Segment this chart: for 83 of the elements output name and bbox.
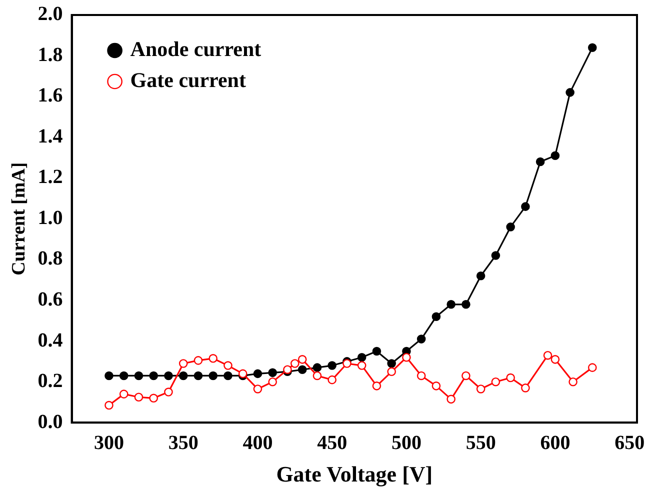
x-tick-label: 400 bbox=[242, 432, 273, 454]
x-tick-label: 650 bbox=[614, 432, 645, 454]
x-tick-label: 500 bbox=[391, 432, 422, 454]
point bbox=[149, 371, 158, 380]
y-tick-label: 0.0 bbox=[38, 410, 63, 433]
point bbox=[521, 202, 530, 211]
point bbox=[372, 382, 382, 390]
point bbox=[104, 371, 114, 380]
point bbox=[372, 346, 382, 356]
point bbox=[194, 356, 203, 365]
point bbox=[298, 355, 307, 364]
y-tick-label: 1.0 bbox=[38, 206, 63, 229]
point bbox=[416, 371, 426, 380]
y-tick-label: 0.6 bbox=[38, 288, 63, 310]
y-tick-label: 0.8 bbox=[38, 248, 63, 270]
point bbox=[164, 371, 173, 380]
point bbox=[446, 300, 456, 309]
point bbox=[476, 384, 486, 394]
point bbox=[462, 300, 470, 309]
point bbox=[290, 359, 300, 368]
point bbox=[491, 377, 500, 386]
legend-label: Gate current bbox=[130, 68, 246, 92]
point bbox=[387, 367, 396, 376]
point bbox=[268, 368, 277, 378]
point bbox=[521, 384, 530, 392]
point bbox=[253, 369, 262, 378]
point bbox=[328, 361, 336, 370]
point bbox=[268, 377, 277, 386]
point bbox=[432, 312, 441, 322]
point bbox=[506, 222, 515, 232]
point bbox=[134, 392, 144, 402]
point bbox=[134, 371, 144, 380]
point bbox=[588, 363, 597, 372]
x-axis-title: Gate Voltage [V] bbox=[276, 461, 433, 486]
x-tick-label: 600 bbox=[540, 432, 570, 454]
y-tick-label: 2.0 bbox=[38, 3, 63, 26]
point bbox=[432, 382, 441, 390]
point bbox=[253, 384, 262, 394]
point bbox=[298, 365, 307, 374]
point bbox=[328, 375, 336, 384]
point bbox=[568, 377, 578, 386]
point bbox=[550, 355, 560, 364]
point bbox=[491, 251, 500, 260]
point bbox=[402, 352, 411, 362]
point bbox=[104, 400, 114, 410]
point bbox=[208, 371, 218, 380]
point bbox=[178, 371, 188, 380]
point bbox=[178, 359, 188, 368]
point bbox=[312, 363, 322, 372]
point bbox=[416, 334, 426, 344]
point bbox=[119, 371, 128, 380]
x-tick-label: 300 bbox=[94, 432, 124, 454]
point bbox=[536, 157, 545, 166]
point bbox=[566, 88, 574, 97]
point bbox=[194, 371, 203, 380]
y-tick-label: 1.6 bbox=[38, 84, 63, 107]
point bbox=[119, 390, 128, 398]
point bbox=[357, 361, 366, 370]
point bbox=[149, 394, 158, 403]
point bbox=[312, 371, 322, 380]
y-tick-label: 0.4 bbox=[38, 329, 63, 352]
point bbox=[543, 350, 552, 360]
y-tick-label: 1.4 bbox=[38, 125, 63, 148]
legend-label: Anode current bbox=[130, 36, 262, 61]
point bbox=[208, 354, 218, 363]
point bbox=[164, 388, 173, 396]
y-tick-label: 0.2 bbox=[38, 370, 63, 392]
point bbox=[506, 373, 515, 382]
y-axis-title: Current [mA] bbox=[8, 162, 30, 276]
point bbox=[550, 151, 560, 160]
y-tick-label: 1.8 bbox=[38, 44, 63, 66]
point bbox=[462, 371, 470, 380]
y-tick-label: 1.2 bbox=[38, 166, 63, 188]
x-tick-label: 550 bbox=[466, 432, 496, 454]
point bbox=[588, 43, 597, 52]
point bbox=[387, 359, 396, 368]
point bbox=[224, 371, 232, 380]
x-tick-label: 350 bbox=[168, 432, 198, 454]
x-tick-label: 450 bbox=[317, 432, 348, 454]
point bbox=[224, 361, 232, 370]
point bbox=[446, 394, 456, 404]
point bbox=[476, 271, 486, 280]
point bbox=[357, 352, 366, 362]
